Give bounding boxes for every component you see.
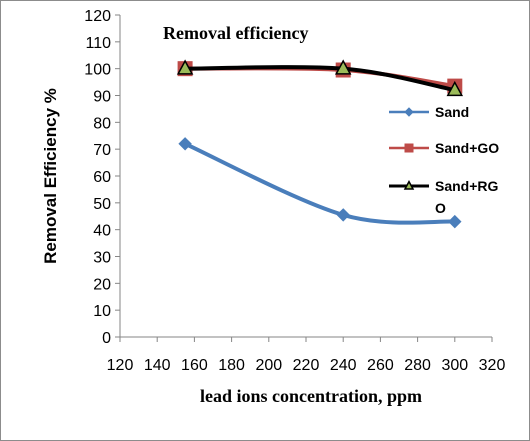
legend-label-sand-rgo: Sand+RG xyxy=(435,178,499,194)
series-line-sand-go xyxy=(183,66,457,89)
y-tick-label: 110 xyxy=(85,35,111,52)
legend: Sand Sand+GO Sand+RG O xyxy=(389,104,499,216)
axes: 0 10 20 30 40 50 60 70 80 90 100 110 120 120 140 160 180… xyxy=(84,8,505,374)
y-tick-label: 20 xyxy=(93,276,111,293)
legend-label-sand: Sand xyxy=(435,104,469,120)
legend-item-sand-rgo: Sand+RG O xyxy=(389,178,499,216)
chart-title: Removal efficiency xyxy=(163,23,308,43)
series-line-sand xyxy=(183,141,457,225)
y-tick-label: 50 xyxy=(93,196,111,213)
x-tick-label: 140 xyxy=(144,357,171,374)
x-axis-label: lead ions concentration, ppm xyxy=(200,386,422,406)
y-tick-label: 30 xyxy=(93,250,111,267)
x-tick-label: 180 xyxy=(218,357,245,374)
y-tick-label: 100 xyxy=(84,62,111,79)
x-tick-label: 300 xyxy=(441,357,468,374)
legend-item-sand-go: Sand+GO xyxy=(389,140,499,156)
y-tick-label: 60 xyxy=(93,169,111,186)
series-sand-rgo xyxy=(176,59,464,97)
y-tick-label: 70 xyxy=(93,142,111,159)
legend-marker-sand-go xyxy=(404,143,414,153)
series-group xyxy=(176,59,464,229)
x-tick-label: 220 xyxy=(293,357,320,374)
series-sand xyxy=(178,137,462,229)
legend-label-sand-go: Sand+GO xyxy=(435,140,499,156)
y-tick-label: 80 xyxy=(93,115,111,132)
data-point-sand-rgo xyxy=(446,80,464,97)
y-axis-label: Removal Efficiency % xyxy=(41,88,60,264)
data-point-sand-rgo xyxy=(334,59,352,75)
legend-marker-sand xyxy=(404,107,414,117)
x-tick-label: 320 xyxy=(479,357,506,374)
x-tick-label: 160 xyxy=(181,357,208,374)
x-tick-label: 120 xyxy=(107,357,134,374)
data-point-sand xyxy=(448,214,462,229)
data-point-sand xyxy=(336,208,350,222)
data-point-sand xyxy=(178,137,192,151)
x-tick-label: 280 xyxy=(404,357,431,374)
x-tick-label: 200 xyxy=(255,357,282,374)
y-tick-label: 40 xyxy=(93,223,111,240)
data-point-sand-rgo xyxy=(176,59,194,75)
legend-label-sand-rgo: O xyxy=(435,200,446,216)
y-tick-label: 90 xyxy=(93,89,111,106)
y-tick-label: 10 xyxy=(93,303,111,320)
legend-marker-sand-rgo xyxy=(403,180,415,190)
legend-item-sand: Sand xyxy=(389,104,469,120)
y-tick-label: 0 xyxy=(102,330,111,347)
x-tick-label: 240 xyxy=(330,357,357,374)
y-tick-label: 120 xyxy=(84,8,111,25)
x-tick-label: 260 xyxy=(367,357,394,374)
